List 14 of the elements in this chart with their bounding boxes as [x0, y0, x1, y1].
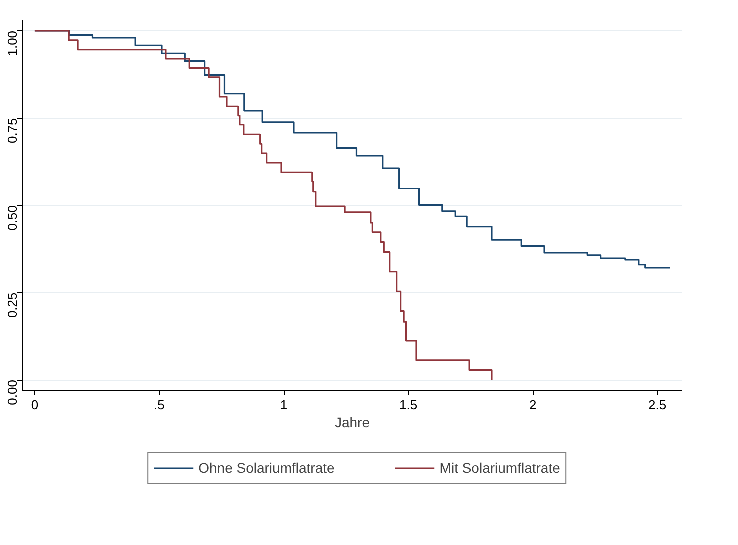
legend-label: Ohne Solariumflatrate	[198, 460, 335, 476]
x-tick-label: 0	[31, 398, 39, 412]
y-tick-label: 0.50	[5, 205, 20, 231]
x-tick-label: 2.5	[648, 398, 667, 412]
y-tick-label: 0.75	[5, 118, 20, 144]
x-tick-label: 2	[529, 398, 537, 412]
x-tick-label: 1	[280, 398, 288, 412]
x-axis-title: Jahre	[334, 414, 370, 430]
y-tick-label: 0.25	[5, 292, 20, 318]
x-tick-label: .5	[154, 398, 165, 412]
y-tick-label: 0.00	[5, 380, 20, 406]
x-tick-label: 1.5	[400, 398, 418, 412]
y-tick-label: 1.00	[5, 30, 20, 56]
legend-label: Mit Solariumflatrate	[440, 460, 560, 476]
